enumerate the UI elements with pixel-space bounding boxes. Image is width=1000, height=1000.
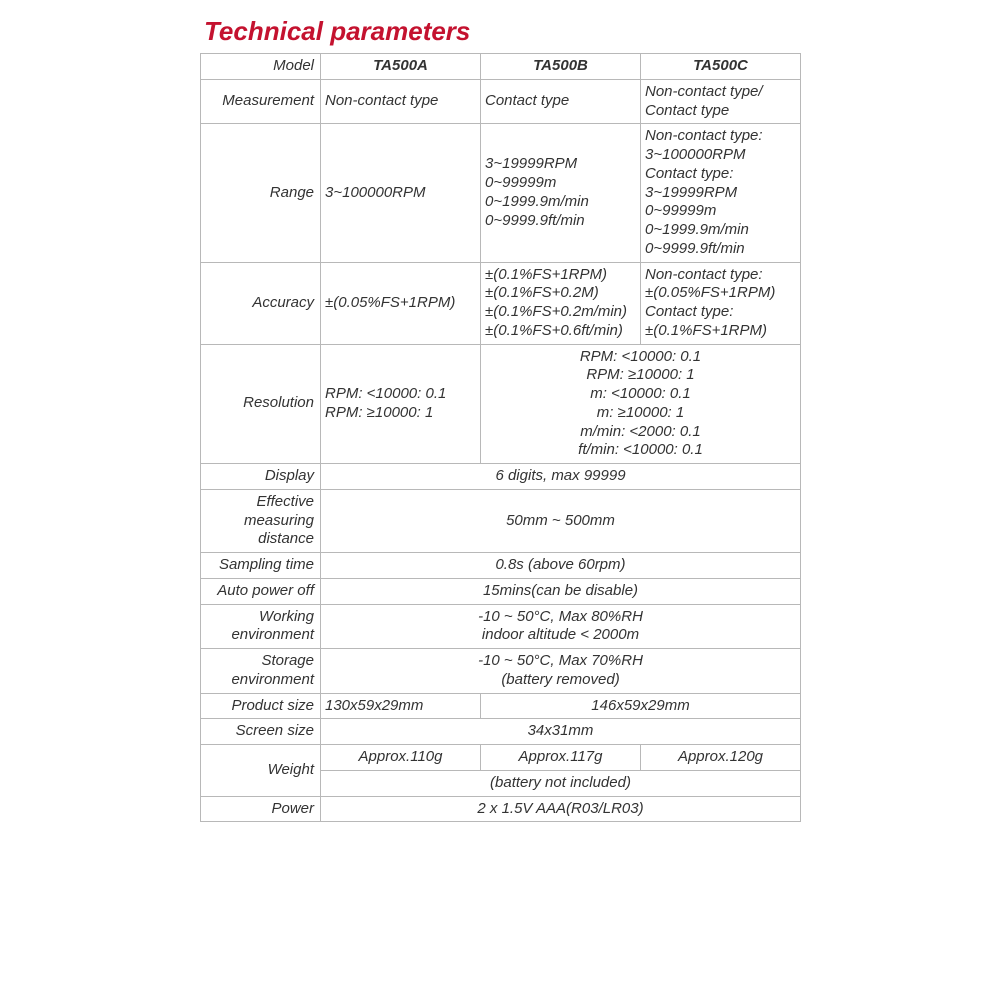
work-env-all: -10 ~ 50°C, Max 80%RHindoor altitude < 2… — [321, 604, 801, 649]
prod-size-bc: 146x59x29mm — [481, 693, 801, 719]
header-model-b: TA500B — [481, 54, 641, 80]
label-measurement: Measurement — [201, 79, 321, 124]
row-range: Range 3~100000RPM 3~19999RPM0~99999m0~19… — [201, 124, 801, 262]
label-resolution: Resolution — [201, 344, 321, 464]
stor-env-all: -10 ~ 50°C, Max 70%RH(battery removed) — [321, 649, 801, 694]
label-sampling: Sampling time — [201, 553, 321, 579]
weight-a: Approx.110g — [321, 745, 481, 771]
range-c: Non-contact type:3~100000RPMContact type… — [641, 124, 801, 262]
row-auto-off: Auto power off 15mins(can be disable) — [201, 578, 801, 604]
label-auto-off: Auto power off — [201, 578, 321, 604]
label-work-env: Working environment — [201, 604, 321, 649]
accuracy-c: Non-contact type:±(0.05%FS+1RPM)Contact … — [641, 262, 801, 344]
section-title: Technical parameters — [204, 16, 800, 47]
row-power: Power 2 x 1.5V AAA(R03/LR03) — [201, 796, 801, 822]
label-eff-dist: Effective measuring distance — [201, 489, 321, 552]
label-range: Range — [201, 124, 321, 262]
row-screen: Screen size 34x31mm — [201, 719, 801, 745]
measurement-a: Non-contact type — [321, 79, 481, 124]
resolution-a: RPM: <10000: 0.1RPM: ≥10000: 1 — [321, 344, 481, 464]
label-weight: Weight — [201, 745, 321, 797]
measurement-b: Contact type — [481, 79, 641, 124]
row-resolution: Resolution RPM: <10000: 0.1RPM: ≥10000: … — [201, 344, 801, 464]
header-row: Model TA500A TA500B TA500C — [201, 54, 801, 80]
row-prod-size: Product size 130x59x29mm 146x59x29mm — [201, 693, 801, 719]
row-sampling: Sampling time 0.8s (above 60rpm) — [201, 553, 801, 579]
power-all: 2 x 1.5V AAA(R03/LR03) — [321, 796, 801, 822]
label-screen: Screen size — [201, 719, 321, 745]
eff-dist-all: 50mm ~ 500mm — [321, 489, 801, 552]
row-eff-dist: Effective measuring distance 50mm ~ 500m… — [201, 489, 801, 552]
header-model-a: TA500A — [321, 54, 481, 80]
row-stor-env: Storage environment -10 ~ 50°C, Max 70%R… — [201, 649, 801, 694]
accuracy-b: ±(0.1%FS+1RPM)±(0.1%FS+0.2M)±(0.1%FS+0.2… — [481, 262, 641, 344]
range-a: 3~100000RPM — [321, 124, 481, 262]
row-work-env: Working environment -10 ~ 50°C, Max 80%R… — [201, 604, 801, 649]
sampling-all: 0.8s (above 60rpm) — [321, 553, 801, 579]
row-measurement: Measurement Non-contact type Contact typ… — [201, 79, 801, 124]
label-power: Power — [201, 796, 321, 822]
row-accuracy: Accuracy ±(0.05%FS+1RPM) ±(0.1%FS+1RPM)±… — [201, 262, 801, 344]
weight-note: (battery not included) — [321, 770, 801, 796]
accuracy-a: ±(0.05%FS+1RPM) — [321, 262, 481, 344]
auto-off-all: 15mins(can be disable) — [321, 578, 801, 604]
display-all: 6 digits, max 99999 — [321, 464, 801, 490]
weight-b: Approx.117g — [481, 745, 641, 771]
label-accuracy: Accuracy — [201, 262, 321, 344]
resolution-bc: RPM: <10000: 0.1RPM: ≥10000: 1m: <10000:… — [481, 344, 801, 464]
row-weight-1: Weight Approx.110g Approx.117g Approx.12… — [201, 745, 801, 771]
label-prod-size: Product size — [201, 693, 321, 719]
weight-c: Approx.120g — [641, 745, 801, 771]
screen-all: 34x31mm — [321, 719, 801, 745]
params-table: Model TA500A TA500B TA500C Measurement N… — [200, 53, 801, 822]
label-display: Display — [201, 464, 321, 490]
range-b: 3~19999RPM0~99999m0~1999.9m/min0~9999.9f… — [481, 124, 641, 262]
prod-size-a: 130x59x29mm — [321, 693, 481, 719]
header-model-c: TA500C — [641, 54, 801, 80]
row-display: Display 6 digits, max 99999 — [201, 464, 801, 490]
label-stor-env: Storage environment — [201, 649, 321, 694]
header-label: Model — [201, 54, 321, 80]
measurement-c: Non-contact type/ Contact type — [641, 79, 801, 124]
